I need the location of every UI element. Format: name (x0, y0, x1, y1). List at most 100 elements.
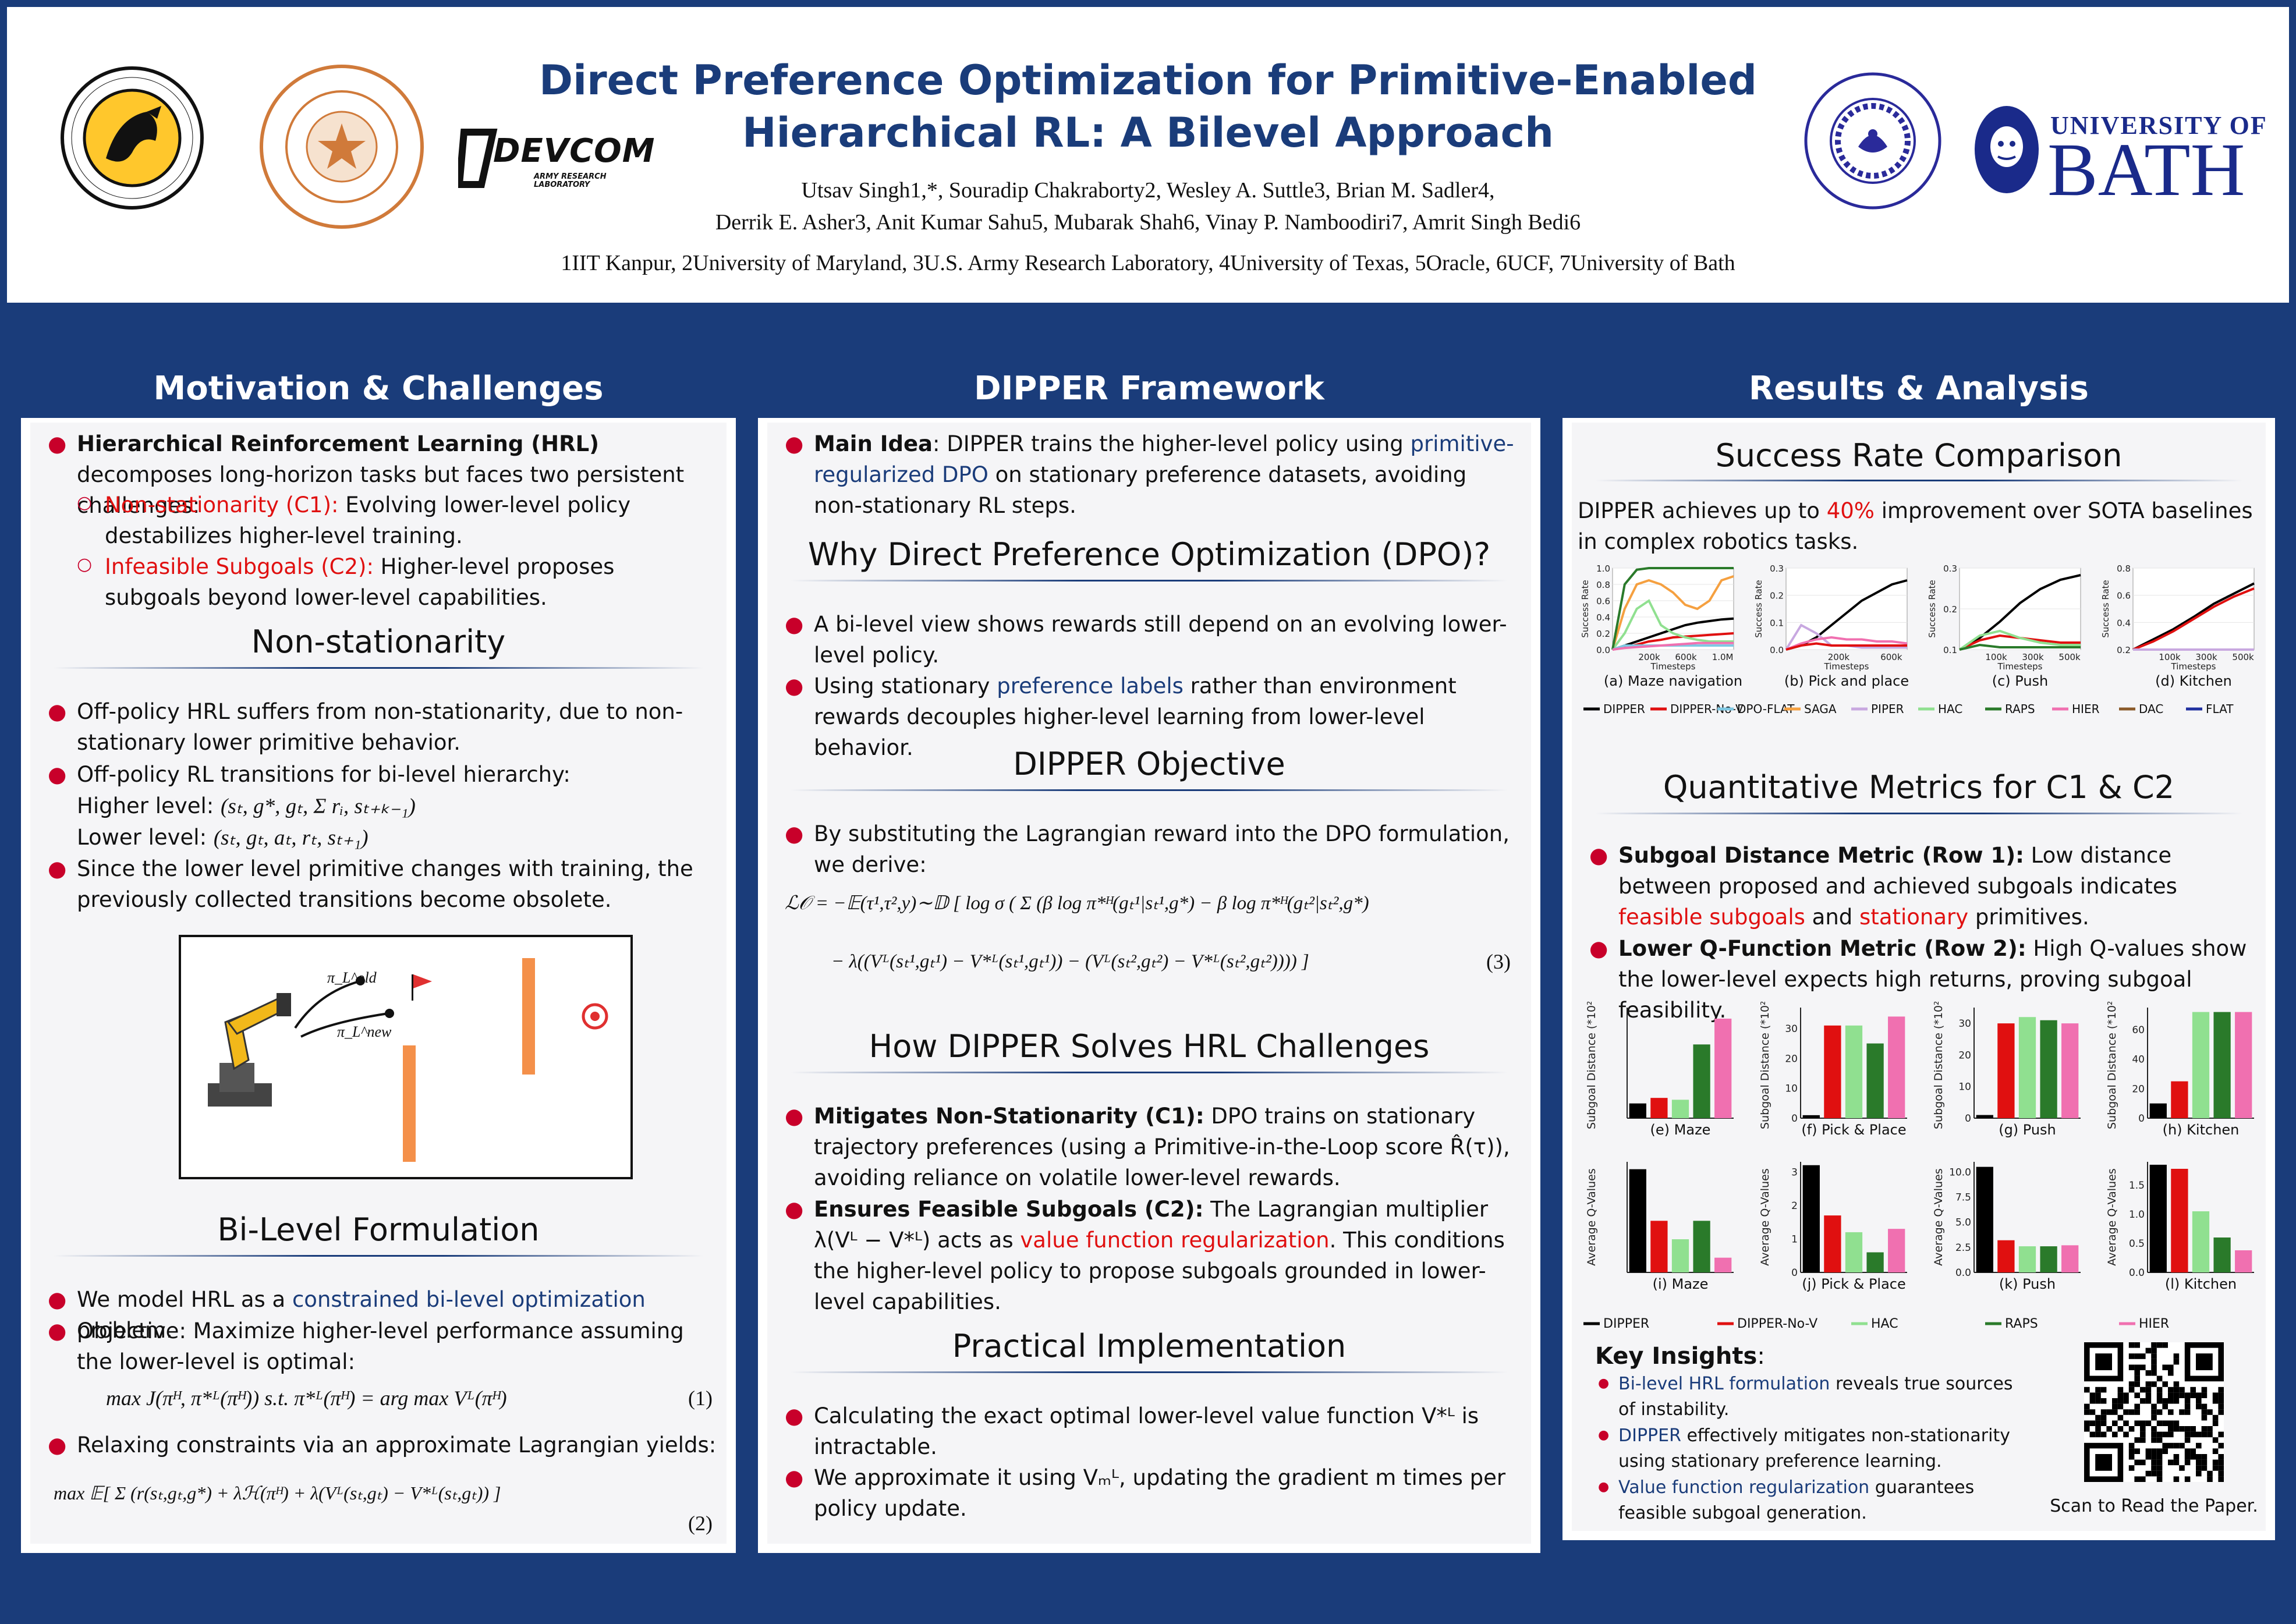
y-tick-label: 10 (1958, 1082, 1971, 1093)
column-results: Results & Analysis Success Rate Comparis… (1559, 356, 2279, 1544)
series-line-dipper (2132, 582, 2255, 651)
hrl-paragraph: Hierarchical Reinforcement Learning (HRL… (77, 428, 717, 521)
bath-logo-main: BATH (2047, 128, 2245, 212)
why-b2-post: rather than environment rewards decouple… (814, 673, 1457, 760)
bar-dipper (1976, 1166, 1993, 1272)
bath-logo-top: UNIVERSITY OF (2050, 111, 2267, 140)
bar-dipper-no-v (2171, 1081, 2188, 1118)
success-post: improvement over SOTA baselines in compl… (1578, 498, 2253, 554)
bullet-icon: ● (785, 821, 804, 846)
flag-icon (413, 974, 432, 988)
legend-label: RAPS (2005, 1317, 2038, 1331)
bar-dipper-no-v (1824, 1215, 1841, 1272)
how-b2-pre: The Lagrangian multiplier λ(Vᴸ − V*ᴸ) ac… (814, 1197, 1489, 1253)
bath-crest-icon (1975, 106, 2039, 193)
section-title-results: Results & Analysis (1562, 360, 2275, 418)
chart-caption: (c) Push (1992, 673, 2049, 689)
y-tick-label: 0 (2138, 1113, 2145, 1125)
poster-header: DEVCOM ARMY RESEARCH LABORATORY Direct P… (7, 7, 2289, 303)
y-tick-label: 0.8 (2117, 563, 2131, 574)
x-tick-label: 600k (1675, 652, 1697, 662)
q-b1-red1: feasible subgoals (1618, 905, 1805, 930)
bar-raps (2213, 1012, 2231, 1118)
success-red: 40% (1826, 498, 1875, 523)
x-tick-label: 1.0M (1712, 652, 1734, 662)
series-line-hac (1958, 629, 2081, 651)
legend-label: PIPER (1871, 702, 1904, 716)
y-tick-label: 5.0 (1955, 1217, 1971, 1229)
k1-rest: reveals true sources of instability. (1618, 1374, 2013, 1420)
bar-dipper (2149, 1165, 2167, 1272)
bar-hier (2061, 1023, 2079, 1118)
subheading-why-dpo: Why Direct Preference Optimization (DPO)… (807, 536, 1491, 573)
affiliations: 1IIT Kanpur, 2University of Maryland, 3U… (561, 251, 1735, 275)
k3-link: Value function regularization (1618, 1477, 1870, 1498)
how-b2-bold: Ensures Feasible Subgoals (C2): (814, 1197, 1204, 1222)
y-axis-label: Subgoal Distance (*10²) (1759, 1002, 1771, 1129)
qr-code-icon[interactable] (2084, 1342, 2224, 1482)
legend-label: HIER (2072, 702, 2100, 716)
bullet-icon: ● (1598, 1428, 1610, 1442)
x-tick-label: 100k (2159, 652, 2181, 662)
why-bullet-2: Using stationary preference labels rathe… (814, 671, 1518, 763)
series-line-raps (1959, 643, 2081, 651)
y-tick-label: 1.0 (2129, 1209, 2145, 1221)
c1-paragraph: Non-stationarity (C1): Evolving lower-le… (105, 490, 716, 551)
bl-b1-link: constrained bi-level optimization (292, 1287, 646, 1312)
subheading-quant: Quantitative Metrics for C1 & C2 (1663, 769, 2175, 806)
x-axis-label: Timesteps (1824, 661, 1869, 672)
y-tick-label: 1.5 (2129, 1180, 2145, 1192)
bar-hier (1888, 1016, 1905, 1118)
ns-bullet-1: Off-policy HRL suffers from non-stationa… (77, 699, 683, 755)
bar-raps (1866, 1043, 1884, 1118)
bar-hac (1845, 1025, 1863, 1118)
key-insights-title: Key Insights: (1595, 1341, 1765, 1372)
bullet-icon: ● (48, 1318, 67, 1343)
y-tick-label: 0.0 (1596, 645, 1610, 655)
q-b2-bold: Lower Q-Function Metric (Row 2): (1618, 936, 2026, 961)
q-b1-post: primitives. (1968, 905, 2089, 930)
authors-line2: Derrik E. Asher3, Anit Kumar Sahu5, Muba… (715, 210, 1581, 235)
column-motivation: Motivation & Challenges ● Hierarchical R… (17, 356, 739, 1556)
impl-bullet-1: Calculating the exact optimal lower-leve… (814, 1403, 1479, 1459)
main-idea-post: on stationary preference datasets, avoid… (814, 462, 1467, 518)
bl-b1-post: problem. (77, 1318, 173, 1343)
y-axis-label: Success Rate (1927, 580, 1937, 638)
y-axis-label: Subgoal Distance (*10²) (2106, 1002, 2118, 1129)
authors-line1: Utsav Singh1,*, Souradip Chakraborty2, W… (801, 178, 1495, 203)
bullet-icon: ● (48, 1287, 67, 1312)
subheading-objective: DIPPER Objective (1013, 746, 1285, 782)
bar-dipper-no-v (1824, 1025, 1841, 1118)
key-insight-1: Bi-level HRL formulation reveals true so… (1618, 1371, 2026, 1423)
y-tick-label: 0.3 (1770, 563, 1784, 574)
bar-hier (1714, 1019, 1732, 1118)
c2-paragraph: Infeasible Subgoals (C2): Higher-level p… (105, 551, 716, 613)
y-tick-label: 0 (1791, 1113, 1798, 1125)
y-tick-label: 30 (1785, 1023, 1798, 1035)
legend-label: RAPS (2005, 702, 2035, 716)
bullet-icon: ● (785, 1465, 804, 1490)
pi-new-label: π_L^new (337, 1023, 392, 1040)
bullet-icon: ● (785, 612, 804, 637)
series-line-dipper-no-v (1785, 642, 1907, 651)
bullet-icon: ● (48, 1432, 67, 1458)
plot-area (1612, 568, 1734, 650)
y-tick-label: 0.4 (1596, 612, 1610, 623)
y-tick-label: 1 (1791, 1233, 1798, 1245)
k3-rest: guarantees feasible subgoal generation. (1618, 1477, 1975, 1523)
series-line-hier (1612, 641, 1734, 651)
bl-bullet-1: We model HRL as a constrained bi-level o… (77, 1284, 717, 1346)
y-tick-label: 0.2 (1596, 629, 1610, 639)
devcom-subtitle: ARMY RESEARCH LABORATORY (534, 172, 607, 189)
chart-caption: (d) Kitchen (2155, 673, 2232, 689)
key-title: Key Insights (1595, 1343, 1758, 1370)
k2-rest: effectively mitigates non-stationarity u… (1618, 1426, 2010, 1471)
target-icon (582, 1003, 608, 1030)
divider (54, 667, 703, 669)
bar-raps (2040, 1020, 2057, 1118)
y-tick-label: 0 (1791, 1267, 1798, 1279)
divider (1595, 813, 2242, 814)
y-tick-label: 0.0 (2129, 1267, 2145, 1279)
key-insight-3: Value function regularization guarantees… (1618, 1475, 2026, 1526)
